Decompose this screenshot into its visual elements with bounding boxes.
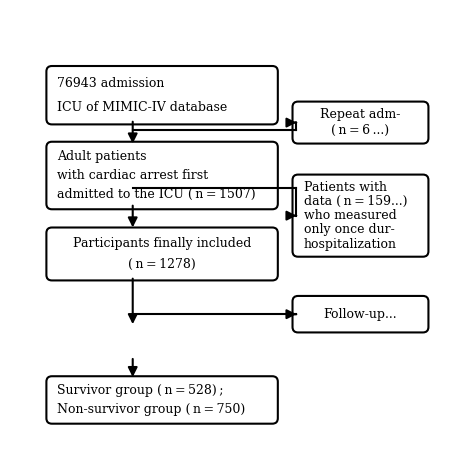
Text: with cardiac arrest first: with cardiac arrest first — [57, 169, 209, 182]
FancyBboxPatch shape — [292, 101, 428, 144]
Text: admitted to the ICU ( n = 1507): admitted to the ICU ( n = 1507) — [57, 188, 256, 201]
FancyBboxPatch shape — [46, 142, 278, 209]
Text: ICU of MIMIC-IV database: ICU of MIMIC-IV database — [57, 100, 228, 114]
Text: Survivor group ( n = 528) ;: Survivor group ( n = 528) ; — [57, 384, 224, 397]
Text: Adult patients: Adult patients — [57, 150, 147, 163]
Text: Non-survivor group ( n = 750): Non-survivor group ( n = 750) — [57, 402, 246, 416]
Text: who measured: who measured — [303, 209, 396, 222]
Text: Patients with: Patients with — [303, 181, 386, 194]
Text: hospitalization: hospitalization — [303, 237, 397, 251]
FancyBboxPatch shape — [46, 66, 278, 124]
FancyBboxPatch shape — [46, 228, 278, 281]
FancyBboxPatch shape — [292, 296, 428, 332]
Text: Participants finally included: Participants finally included — [73, 237, 251, 250]
Text: Repeat adm-: Repeat adm- — [320, 109, 401, 121]
Text: data ( n = 159...): data ( n = 159...) — [303, 195, 407, 208]
Text: ( n = 6 ...): ( n = 6 ...) — [331, 124, 390, 137]
Text: 76943 admission: 76943 admission — [57, 77, 165, 90]
Text: Follow-up...: Follow-up... — [324, 308, 397, 321]
Text: only once dur-: only once dur- — [303, 223, 394, 237]
FancyBboxPatch shape — [46, 376, 278, 424]
Text: ( n = 1278): ( n = 1278) — [128, 258, 196, 271]
FancyBboxPatch shape — [292, 174, 428, 257]
